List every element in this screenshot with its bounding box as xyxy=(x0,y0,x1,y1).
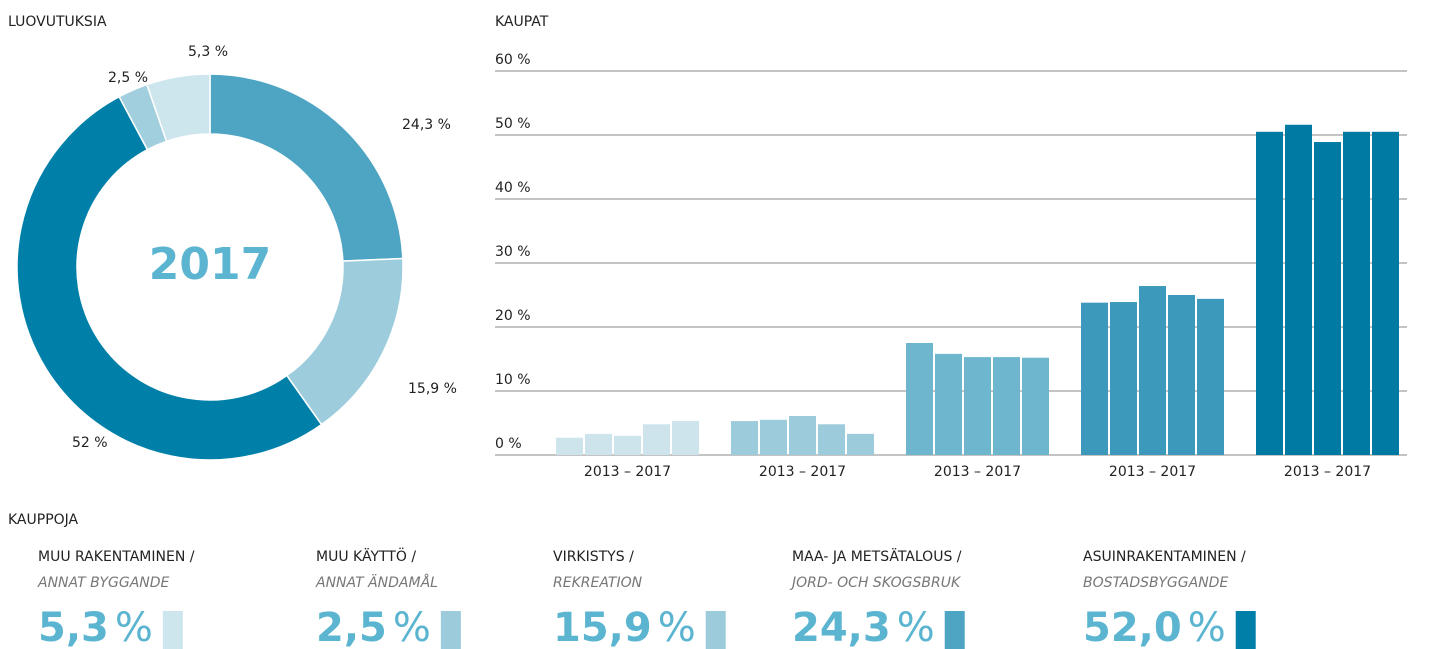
legend-name: VIRKISTYS / xyxy=(553,549,634,565)
slice-label: 15,9 % xyxy=(408,381,457,397)
legend-name: ASUINRAKENTAMINEN / xyxy=(1083,549,1246,565)
legend-swatch xyxy=(1235,611,1256,649)
legend-unit: % xyxy=(1188,605,1226,649)
legend-unit: % xyxy=(658,605,696,649)
y-tick-label: 40 % xyxy=(495,180,531,196)
legend-unit: % xyxy=(393,605,431,649)
legend-subname: REKREATION xyxy=(553,575,643,591)
legend-subname: JORD- OCH SKOGSBRUK xyxy=(789,575,962,591)
x-tick-label: 2013 – 2017 xyxy=(934,464,1021,480)
bar xyxy=(672,421,699,455)
bar xyxy=(1110,302,1137,455)
legend-value: 5,3 xyxy=(38,605,109,649)
bar xyxy=(1285,124,1312,455)
legend-name: MAA- JA METSÄTALOUS / xyxy=(792,547,962,565)
bar xyxy=(1139,286,1166,455)
x-tick-label: 2013 – 2017 xyxy=(584,464,671,480)
legend-name: MUU KÄYTTÖ / xyxy=(316,547,416,565)
slice-label: 2,5 % xyxy=(108,70,148,86)
legend-swatch xyxy=(944,611,965,649)
y-tick-label: 20 % xyxy=(495,308,531,324)
slice-label: 52 % xyxy=(72,435,108,451)
legend-unit: % xyxy=(897,605,935,649)
bar xyxy=(1372,131,1399,456)
legend-swatch xyxy=(440,611,461,649)
legend-title: KAUPPOJA xyxy=(8,512,79,528)
bar xyxy=(1314,142,1341,456)
legend-subname: ANNAT ÄNDAMÅL xyxy=(315,573,438,591)
bar xyxy=(556,437,583,455)
bar-title: KAUPAT xyxy=(495,14,549,30)
x-tick-label: 2013 – 2017 xyxy=(759,464,846,480)
legend-swatch xyxy=(162,611,183,649)
slice-label: 24,3 % xyxy=(402,117,451,133)
bar xyxy=(964,357,991,455)
x-tick-label: 2013 – 2017 xyxy=(1109,464,1196,480)
bar xyxy=(643,424,670,455)
bar xyxy=(1022,357,1049,455)
bar xyxy=(731,421,758,455)
y-tick-label: 10 % xyxy=(495,372,531,388)
bar xyxy=(1256,131,1283,456)
legend-unit: % xyxy=(115,605,153,649)
legend-subname: ANNAT BYGGANDE xyxy=(37,575,170,591)
bar xyxy=(1168,295,1195,455)
y-tick-label: 30 % xyxy=(495,244,531,260)
bar xyxy=(818,424,845,455)
x-tick-label: 2013 – 2017 xyxy=(1284,464,1371,480)
bar xyxy=(993,357,1020,455)
bar xyxy=(614,435,641,455)
bar xyxy=(789,415,816,455)
donut-title: LUOVUTUKSIA xyxy=(8,14,107,30)
bar xyxy=(1343,131,1370,456)
legend-value: 15,9 xyxy=(553,605,652,649)
y-tick-label: 50 % xyxy=(495,116,531,132)
legend-name: MUU RAKENTAMINEN / xyxy=(38,549,195,565)
bar xyxy=(585,433,612,455)
y-tick-label: 60 % xyxy=(495,52,531,68)
bar xyxy=(760,419,787,455)
y-tick-label: 0 % xyxy=(495,436,522,452)
legend-value: 52,0 xyxy=(1083,605,1182,649)
donut-slice xyxy=(16,95,323,461)
bar xyxy=(1197,298,1224,455)
donut-slice xyxy=(145,73,211,143)
slice-label: 5,3 % xyxy=(188,44,228,60)
legend-subname: BOSTADSBYGGANDE xyxy=(1083,575,1228,591)
bar xyxy=(1081,302,1108,455)
legend-value: 24,3 xyxy=(792,605,891,649)
legend-value: 2,5 xyxy=(316,605,387,649)
center-label: 2017 xyxy=(149,239,271,290)
bar xyxy=(906,343,933,455)
legend-swatch xyxy=(705,611,726,649)
bar xyxy=(935,353,962,455)
bar xyxy=(847,433,874,455)
donut-slice xyxy=(209,73,404,262)
